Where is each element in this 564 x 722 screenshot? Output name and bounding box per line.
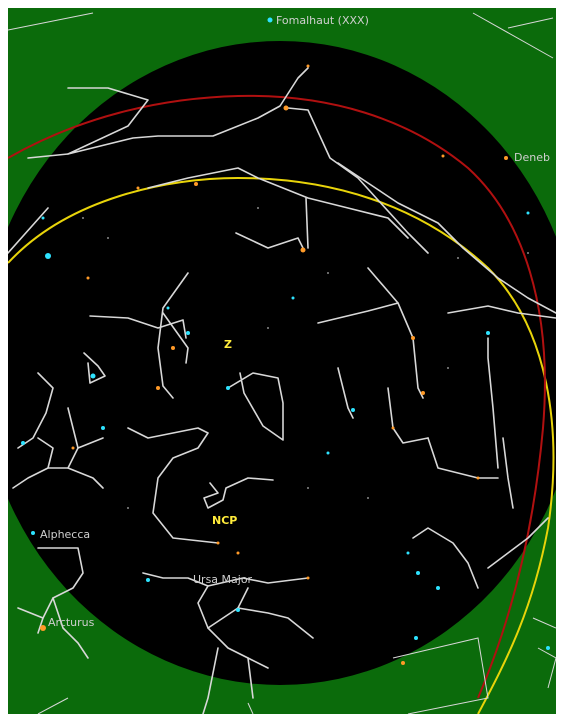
sky-disk: [8, 41, 556, 685]
label-deneb: Deneb: [514, 151, 550, 164]
stars-blue: [21, 17, 550, 650]
label-alphecca: Alphecca: [40, 528, 90, 541]
constellation-lines: [8, 67, 556, 714]
ecliptic-line: [8, 94, 546, 699]
label-arcturus: Arcturus: [48, 616, 95, 629]
horizon-lines: [8, 12, 556, 714]
sky-map[interactable]: Fomalhaut (XXX) Deneb Z NCP Alphecca Urs…: [8, 8, 556, 714]
label-ncp: NCP: [212, 514, 237, 527]
label-fomalhaut: Fomalhaut (XXX): [276, 14, 369, 27]
label-zenith: Z: [224, 338, 232, 351]
stars-faint: [82, 207, 529, 509]
stars-orange: [40, 64, 508, 665]
label-ursa-major: Ursa Major: [193, 573, 253, 586]
